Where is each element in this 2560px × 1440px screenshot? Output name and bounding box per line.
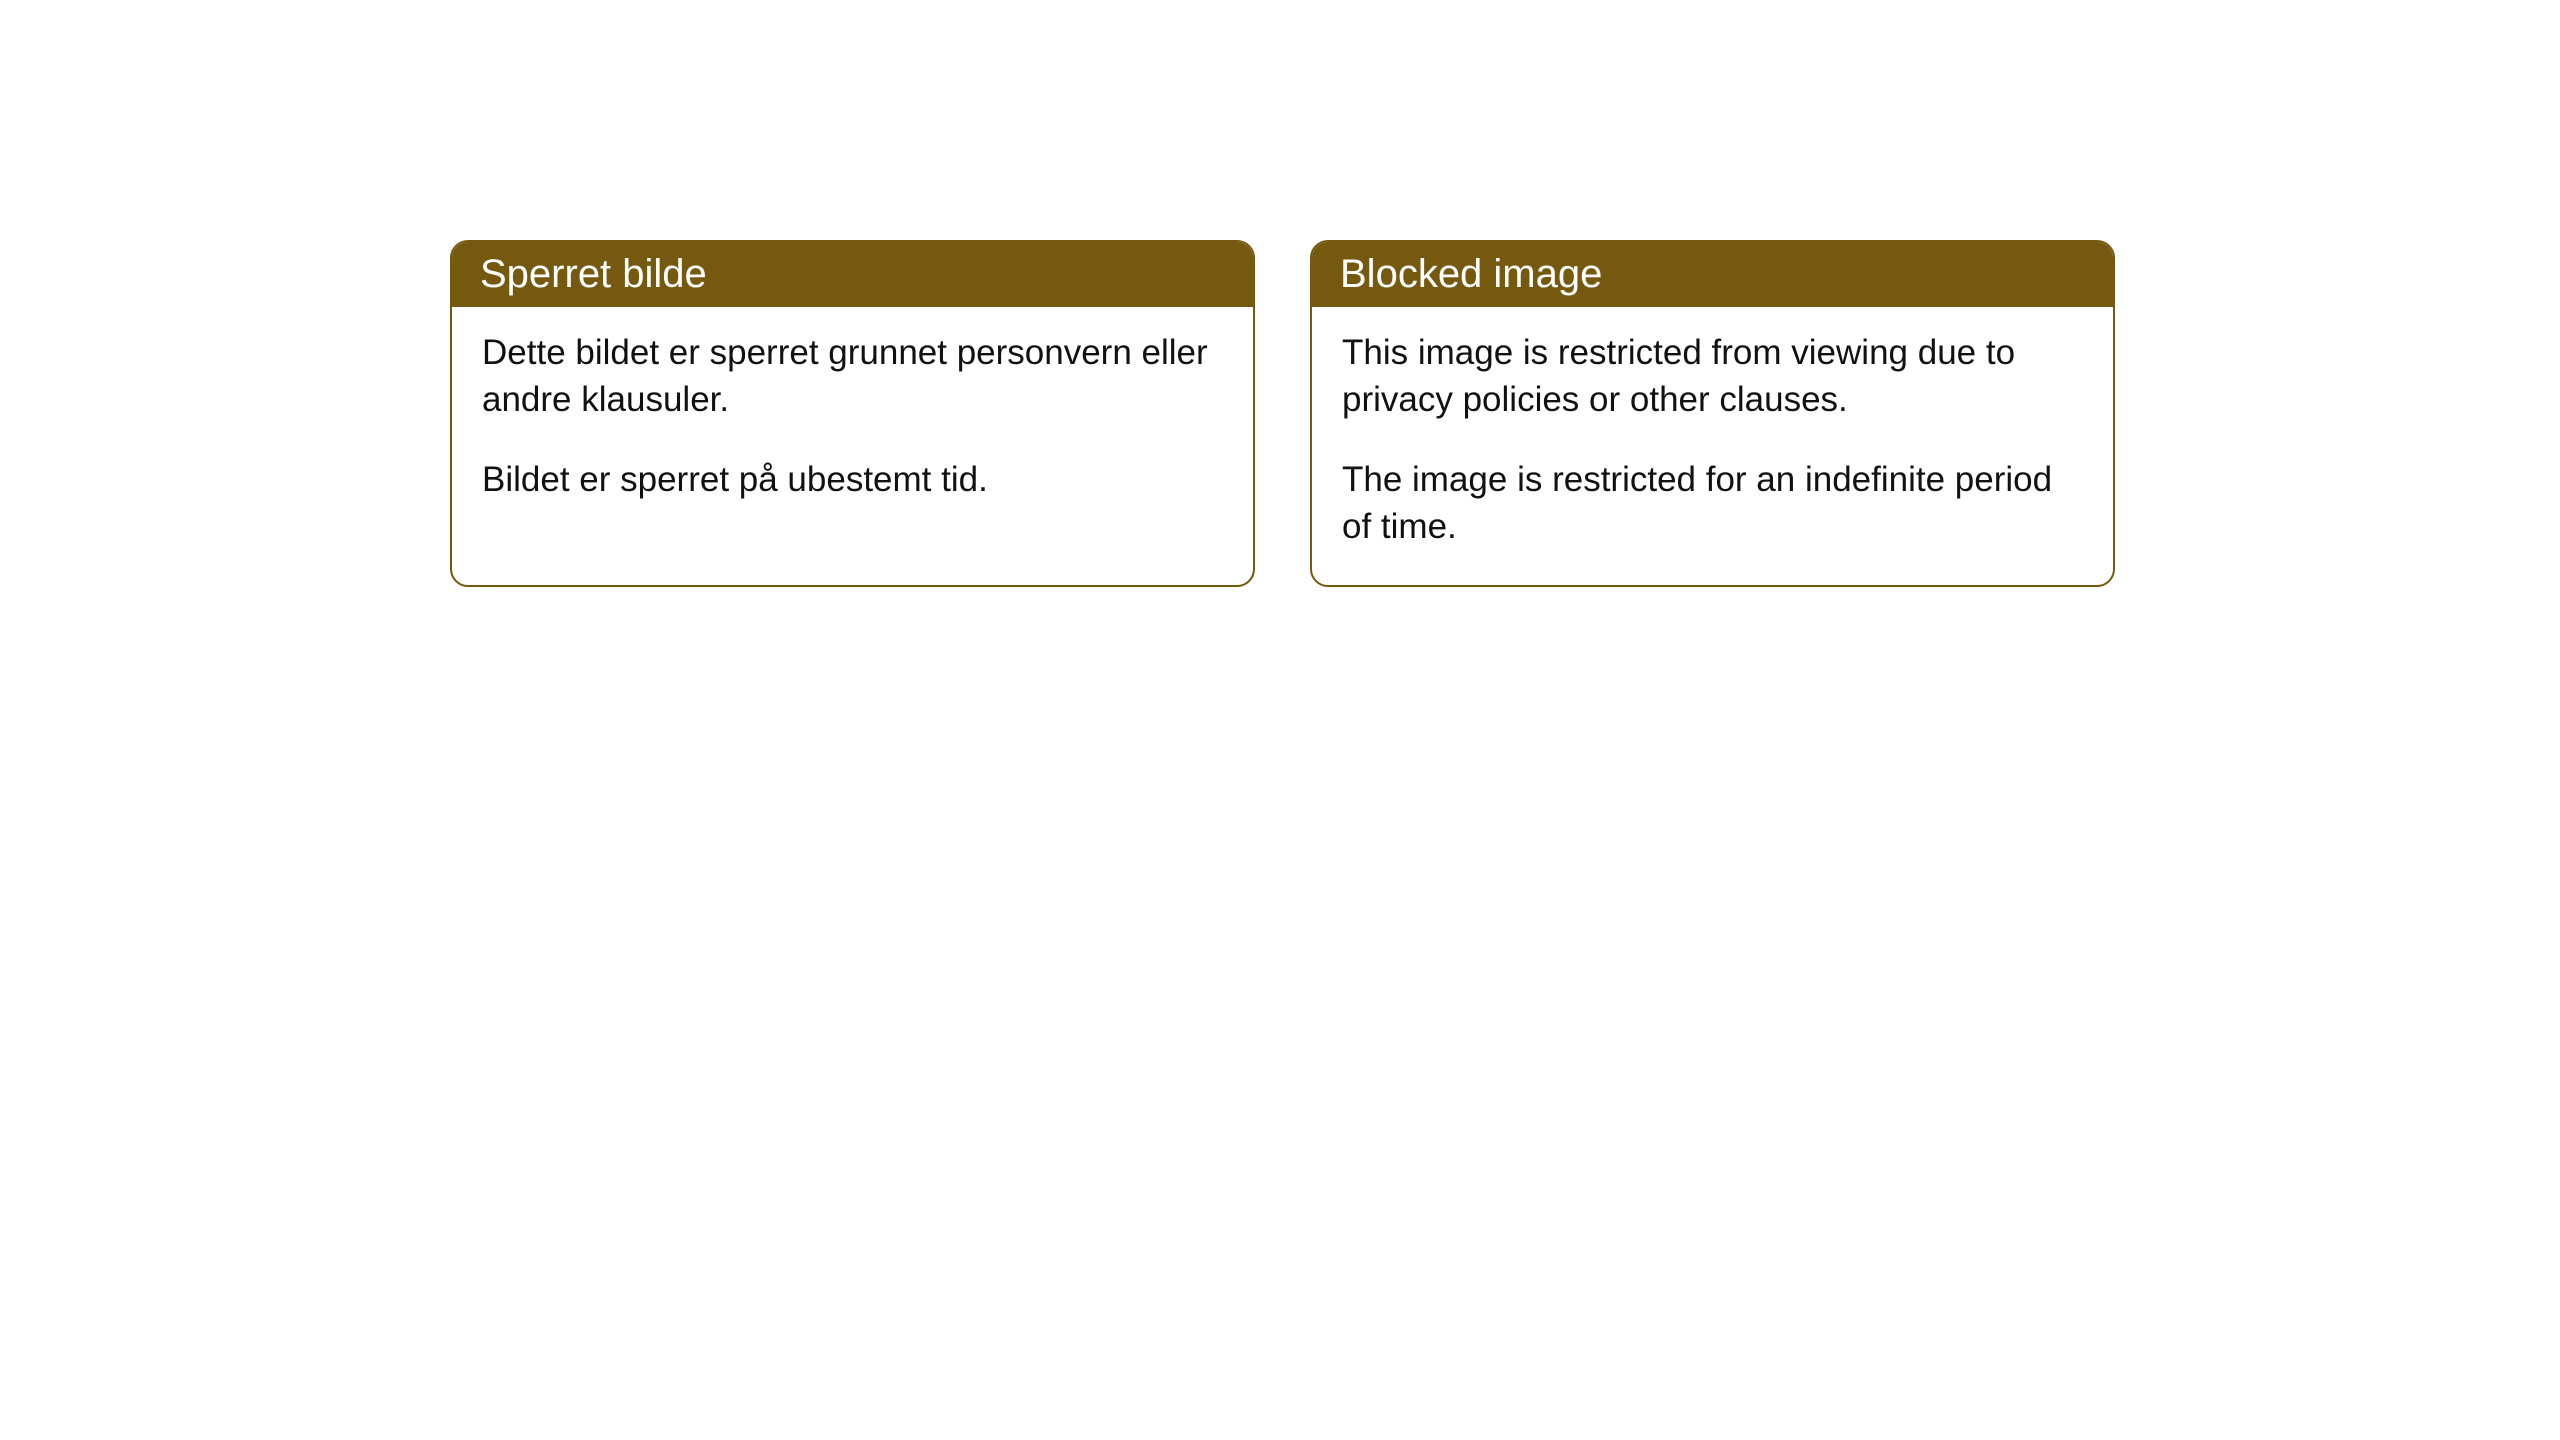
card-paragraph: Dette bildet er sperret grunnet personve… xyxy=(482,329,1223,424)
notice-cards-container: Sperret bilde Dette bildet er sperret gr… xyxy=(450,240,2560,587)
blocked-image-card-english: Blocked image This image is restricted f… xyxy=(1310,240,2115,587)
card-header-english: Blocked image xyxy=(1312,242,2113,307)
card-paragraph: The image is restricted for an indefinit… xyxy=(1342,456,2083,551)
card-header-norwegian: Sperret bilde xyxy=(452,242,1253,307)
card-body-english: This image is restricted from viewing du… xyxy=(1312,307,2113,585)
card-paragraph: Bildet er sperret på ubestemt tid. xyxy=(482,456,1223,503)
card-title: Sperret bilde xyxy=(480,252,707,296)
card-paragraph: This image is restricted from viewing du… xyxy=(1342,329,2083,424)
blocked-image-card-norwegian: Sperret bilde Dette bildet er sperret gr… xyxy=(450,240,1255,587)
card-title: Blocked image xyxy=(1340,252,1602,296)
card-body-norwegian: Dette bildet er sperret grunnet personve… xyxy=(452,307,1253,538)
